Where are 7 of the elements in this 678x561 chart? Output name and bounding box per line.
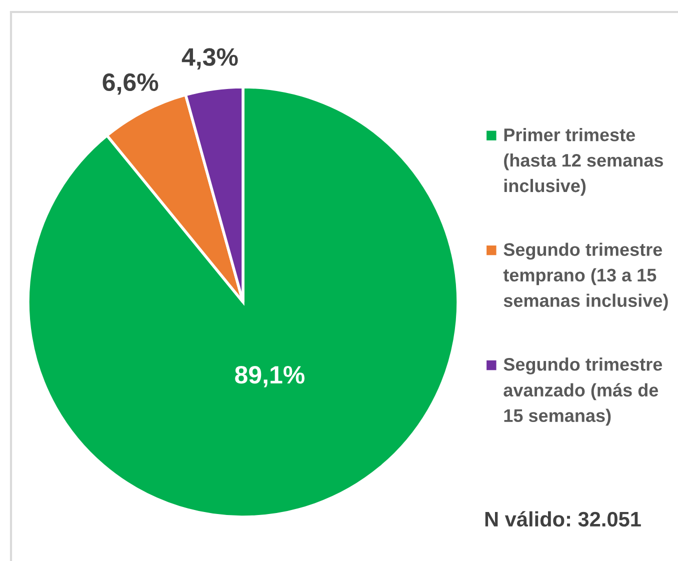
legend-label: Segundo trimestre temprano (13 a 15 semanas inclusive) bbox=[503, 242, 668, 311]
data-label: 4,3% bbox=[182, 48, 238, 70]
data-label: 6,6% bbox=[102, 73, 158, 95]
legend-label: Segundo trimestre avanzado (más de 15 semanas) bbox=[504, 358, 662, 426]
text: N válido: 32.051 bbox=[485, 511, 641, 527]
data-label: 89,1% bbox=[235, 366, 304, 388]
legend-label: Primer trimeste (hasta 12 semanas inclusive) bbox=[504, 128, 663, 196]
